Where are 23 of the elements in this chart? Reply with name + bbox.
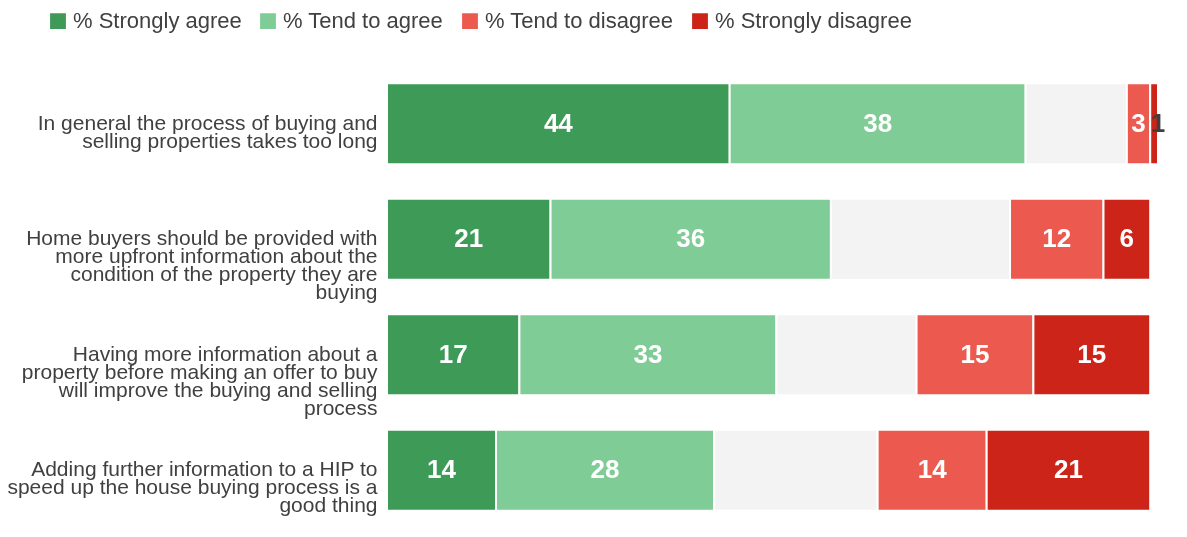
data-label: 6 — [1119, 223, 1135, 254]
data-label: 14 — [427, 454, 457, 485]
data-label: 38 — [863, 107, 893, 138]
data-label: 3 — [1131, 107, 1146, 138]
data-label: 14 — [917, 454, 948, 485]
y-tick-label: In general the process of buying and selling properties takes too long — [37, 110, 378, 152]
data-label: 21 — [1053, 454, 1083, 485]
data-label: 36 — [676, 223, 706, 254]
data-label: 44 — [543, 107, 574, 138]
data-label: 21 — [454, 223, 484, 254]
y-tick-label: Home buyers should be provided with more upfront information about the condition of the property they are buying — [26, 226, 378, 304]
data-label: 17 — [438, 338, 468, 369]
y-tick-label: Having more information about a property before making an offer to buy will improve the buying and selling process — [21, 341, 378, 419]
y-tick-label: Adding further information to a HIP to speed up the house buying process is a good thing — [7, 457, 378, 517]
data-label: 15 — [1077, 338, 1107, 369]
data-label: 33 — [633, 338, 663, 369]
legend-label: % Tend to disagree — [485, 8, 673, 34]
legend-label: % Strongly disagree — [715, 8, 912, 34]
data-label: 15 — [960, 338, 990, 369]
legend-label: % Strongly agree — [73, 8, 242, 34]
data-label: 28 — [590, 454, 620, 485]
legend-label: % Tend to agree — [283, 8, 443, 34]
data-label: 12 — [1042, 223, 1072, 254]
